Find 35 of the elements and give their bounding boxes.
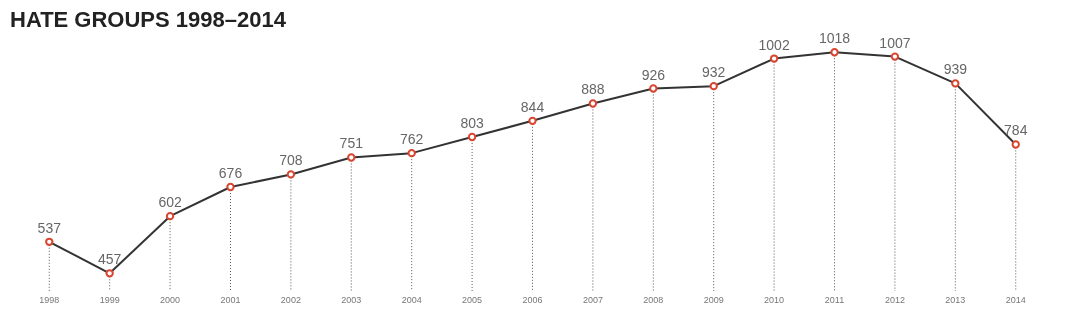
x-tick-label: 2001 xyxy=(220,294,241,305)
x-tick-label: 1999 xyxy=(99,294,120,305)
x-tick-label: 2003 xyxy=(341,294,362,305)
data-label: 708 xyxy=(279,152,303,169)
data-label: 1018 xyxy=(818,30,851,47)
data-label: 1007 xyxy=(879,34,911,51)
data-label: 932 xyxy=(702,64,726,81)
x-tick-label: 2012 xyxy=(884,294,905,305)
x-tick-label: 2010 xyxy=(764,294,785,305)
data-label: 888 xyxy=(581,81,605,98)
x-tick-label: 2006 xyxy=(522,294,543,305)
x-tick-label: 2005 xyxy=(462,294,483,305)
data-label: 784 xyxy=(1004,122,1028,139)
x-tick-label: 1998 xyxy=(39,294,60,305)
data-label: 844 xyxy=(520,98,545,115)
data-label: 762 xyxy=(400,131,424,148)
data-label: 926 xyxy=(641,66,666,83)
data-label: 676 xyxy=(218,165,243,182)
data-label: 803 xyxy=(460,114,484,131)
x-tick-label: 2009 xyxy=(703,294,724,305)
x-tick-label: 2004 xyxy=(401,294,422,305)
x-tick-label: 2002 xyxy=(280,294,301,305)
x-tick-label: 2008 xyxy=(643,294,664,305)
data-label: 457 xyxy=(97,251,122,268)
data-label: 939 xyxy=(943,61,968,78)
x-tick-label: 2007 xyxy=(582,294,603,305)
data-label: 751 xyxy=(339,135,364,152)
x-tick-label: 2013 xyxy=(945,294,966,305)
data-label: 537 xyxy=(37,219,62,236)
x-tick-label: 2011 xyxy=(824,294,845,305)
x-tick-label: 2000 xyxy=(160,294,181,305)
x-tick-label: 2014 xyxy=(1005,294,1026,305)
data-label: 602 xyxy=(158,194,182,211)
data-label: 1002 xyxy=(758,36,790,53)
chart-title: HATE GROUPS 1998–2014 xyxy=(10,7,287,33)
